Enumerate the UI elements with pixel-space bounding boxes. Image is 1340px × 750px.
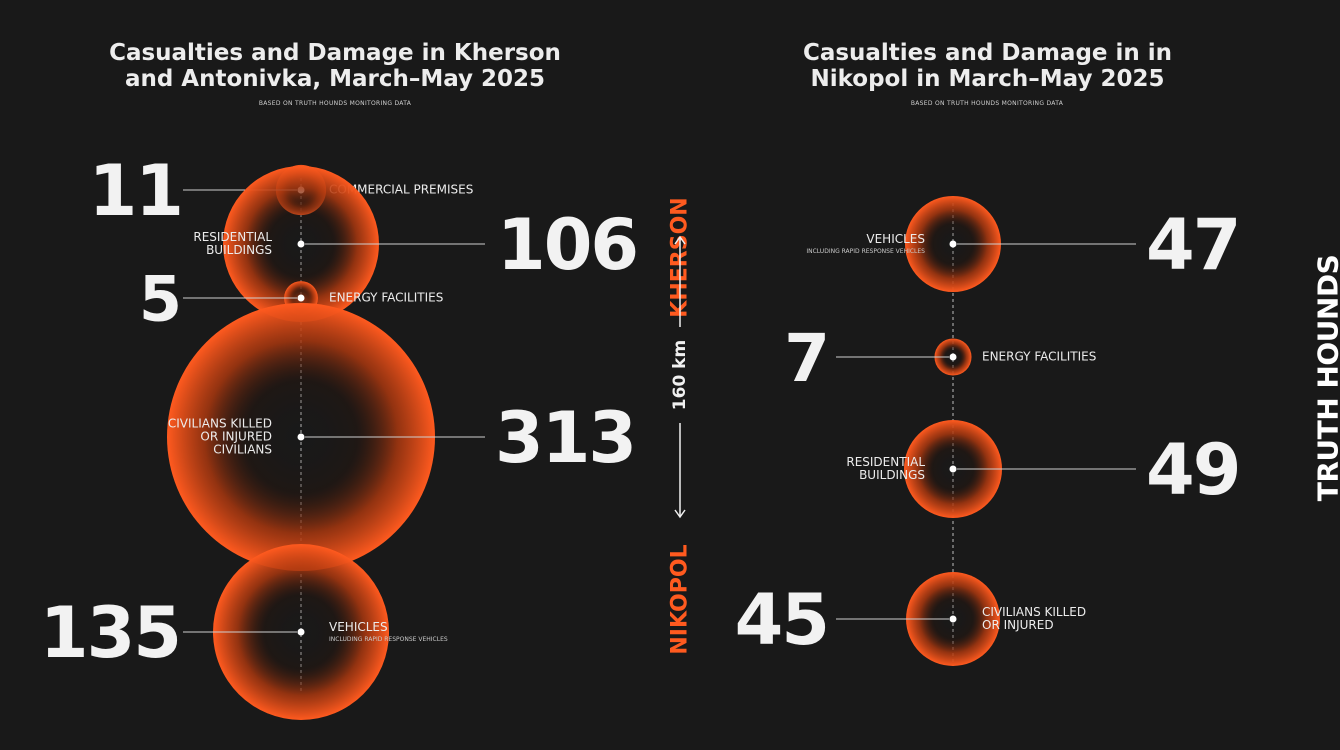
chart1-item2-label: RESIDENTIAL — [193, 230, 272, 244]
chart2-item3-label: BUILDINGS — [859, 468, 925, 482]
chart1-item2-dot — [297, 240, 305, 248]
chart2-item1-sublabel: INCLUDING RAPID RESPONSE VEHICLES — [806, 248, 925, 255]
chart2-item4-value: 45 — [735, 579, 828, 661]
chart1-item4-label: OR INJURED — [200, 430, 272, 444]
chart1-item3-value: 5 — [139, 262, 180, 335]
chart2-item2-dot — [949, 353, 957, 361]
chart1-item5-sublabel: INCLUDING RAPID RESPONSE VEHICLES — [329, 636, 448, 643]
route-indicator: KHERSON 160 km NIKOPOL — [640, 95, 720, 660]
chart2-item1-value: 47 — [1146, 204, 1239, 286]
chart2-item1-dot — [949, 240, 957, 248]
arrow-down-icon — [674, 509, 686, 519]
chart2-item4-label: CIVILIANS KILLED — [982, 605, 1086, 619]
chart1-item1-value: 11 — [89, 150, 182, 232]
right-chart-subtitle: BASED ON TRUTH HOUNDS MONITORING DATA — [910, 100, 1064, 107]
chart1-item2-label: BUILDINGS — [206, 243, 272, 257]
chart1-item2-value: 106 — [497, 204, 637, 286]
route-arrow — [674, 235, 686, 519]
chart2-item3-label: RESIDENTIAL — [846, 455, 925, 469]
chart1-item5-label: VEHICLES — [329, 620, 388, 634]
arrow-up-icon — [674, 235, 686, 245]
chart1-item1-label: COMMERCIAL PREMISES — [329, 183, 473, 197]
brand-logo: TRUTH HOUNDS — [1311, 254, 1340, 502]
chart2-item2-value: 7 — [784, 320, 828, 397]
chart2-item2-label: ENERGY FACILITIES — [982, 350, 1096, 364]
left-chart-subtitle: BASED ON TRUTH HOUNDS MONITORING DATA — [258, 100, 412, 107]
chart2-item4-dot — [949, 615, 957, 623]
chart1-item5-dot — [297, 628, 305, 636]
chart2-item3-dot — [949, 465, 957, 473]
chart1-item4-label: CIVILIANS KILLED — [168, 417, 272, 431]
chart1-item3-dot — [297, 294, 305, 302]
right-chart-title: Casualties and Damage in in Nikopol in M… — [802, 40, 1173, 92]
chart1-item4-label: CIVILIANS — [213, 443, 272, 457]
chart1-item4-value: 313 — [495, 397, 635, 479]
chart2-item4-label: OR INJURED — [982, 618, 1054, 632]
chart2-item1-label: VEHICLES — [866, 232, 925, 246]
chart1-item5-value: 135 — [40, 592, 180, 674]
chart2-item3-value: 49 — [1146, 429, 1239, 511]
left-chart-title: Casualties and Damage in Kherson and Ant… — [109, 40, 561, 92]
chart1-item3-label: ENERGY FACILITIES — [329, 291, 443, 305]
chart1-item4-dot — [297, 433, 305, 441]
